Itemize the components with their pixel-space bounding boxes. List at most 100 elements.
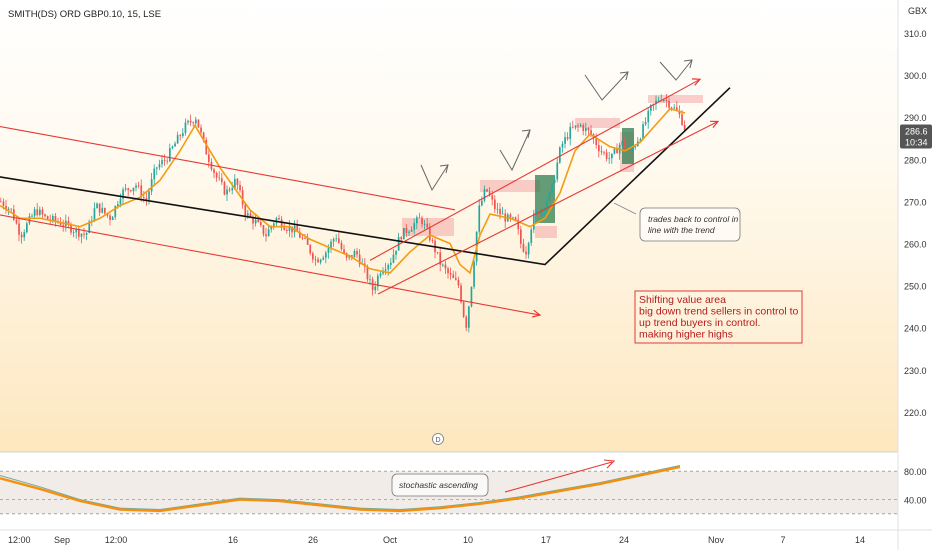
zigzag-arrowhead xyxy=(683,59,693,69)
value-zone xyxy=(535,226,557,238)
candle-body xyxy=(124,188,127,190)
candle-body xyxy=(665,100,668,101)
candle-body xyxy=(470,286,473,307)
candle-body xyxy=(306,238,309,245)
candle-body xyxy=(655,100,657,104)
candle-body xyxy=(39,209,41,215)
x-tick-label: Nov xyxy=(708,535,725,545)
candle-body xyxy=(119,198,122,205)
candle-body xyxy=(267,229,270,237)
candle-body xyxy=(468,306,470,328)
candle-body xyxy=(444,264,447,269)
candle-body xyxy=(670,107,673,109)
candle-body xyxy=(15,219,18,224)
candle-body xyxy=(330,241,332,248)
candle-body xyxy=(535,212,538,214)
candle-body xyxy=(650,104,652,111)
candle-body xyxy=(522,243,525,252)
price-axis-background xyxy=(900,0,932,550)
trades-callout-line: line with the trend xyxy=(648,225,715,235)
candle-body xyxy=(283,227,286,230)
zigzag-arrow xyxy=(584,71,629,101)
candle-body xyxy=(26,223,28,233)
candle-body xyxy=(564,137,566,144)
x-tick-label: 10 xyxy=(463,535,473,545)
candle-body xyxy=(491,195,494,200)
candle-body xyxy=(145,198,148,200)
candle-body xyxy=(98,203,101,213)
candle-body xyxy=(117,204,119,206)
candle-body xyxy=(465,316,468,328)
candle-body xyxy=(644,122,647,125)
x-tick-label: Sep xyxy=(54,535,70,545)
callout-pointer xyxy=(613,202,637,215)
candle-body xyxy=(621,141,624,145)
candle-body xyxy=(288,226,291,231)
candle-body xyxy=(358,254,361,265)
candle-body xyxy=(356,251,358,255)
y-tick-label: 220.0 xyxy=(904,408,927,418)
trades-callout-box xyxy=(639,207,741,242)
x-tick-label: 24 xyxy=(619,535,629,545)
candle-body xyxy=(553,179,556,184)
candle-body xyxy=(452,274,455,278)
candle-body xyxy=(5,205,7,210)
candle-body xyxy=(681,114,683,126)
candle-body xyxy=(663,100,665,101)
candle-body xyxy=(140,185,143,198)
shifting-annotation-line: big down trend sellers in control to xyxy=(639,306,798,318)
candle-body xyxy=(197,119,200,128)
candle-body xyxy=(236,178,239,185)
candle-body xyxy=(423,223,426,225)
candle-body xyxy=(163,160,166,161)
candle-body xyxy=(624,141,626,148)
candle-body xyxy=(603,152,605,154)
x-tick-label: 16 xyxy=(228,535,238,545)
candle-body xyxy=(244,204,247,216)
candle-body xyxy=(83,233,85,235)
candle-body xyxy=(93,208,96,221)
candle-body xyxy=(431,240,434,241)
candle-body xyxy=(569,126,572,139)
red-channel-line xyxy=(0,125,456,211)
candle-body xyxy=(67,220,70,225)
candle-body xyxy=(657,100,660,102)
candle-body xyxy=(442,264,444,266)
candle-body xyxy=(176,135,179,144)
candle-body xyxy=(304,237,306,239)
candle-body xyxy=(75,228,78,233)
candle-body xyxy=(150,179,153,192)
candle-body xyxy=(317,259,319,263)
candle-body xyxy=(631,147,634,149)
candle-body xyxy=(33,209,36,216)
y-tick-label: 310.0 xyxy=(904,29,927,39)
stoch-level-label: 40.00 xyxy=(904,496,927,506)
candle-body xyxy=(486,189,488,192)
candle-body xyxy=(332,239,335,242)
candle-body xyxy=(252,216,254,224)
last-price-tag xyxy=(900,124,932,149)
candle-body xyxy=(574,125,577,128)
candle-body xyxy=(449,273,452,275)
candle-body xyxy=(673,107,676,109)
candle-body xyxy=(590,130,592,135)
candle-body xyxy=(525,251,527,255)
candle-body xyxy=(2,201,5,206)
candle-body xyxy=(301,237,304,239)
candle-body xyxy=(598,145,600,152)
candle-body xyxy=(278,218,280,220)
candle-body xyxy=(228,189,231,191)
zigzag-arrowhead xyxy=(521,129,531,139)
candle-body xyxy=(96,203,98,209)
candle-body xyxy=(109,215,111,221)
candle-body xyxy=(309,244,312,254)
candle-body xyxy=(291,226,293,233)
candle-body xyxy=(397,237,400,251)
x-tick-label: 14 xyxy=(855,535,865,545)
candle-body xyxy=(566,137,569,139)
candle-body xyxy=(561,143,564,148)
candle-body xyxy=(421,217,423,225)
candle-body xyxy=(390,262,392,265)
